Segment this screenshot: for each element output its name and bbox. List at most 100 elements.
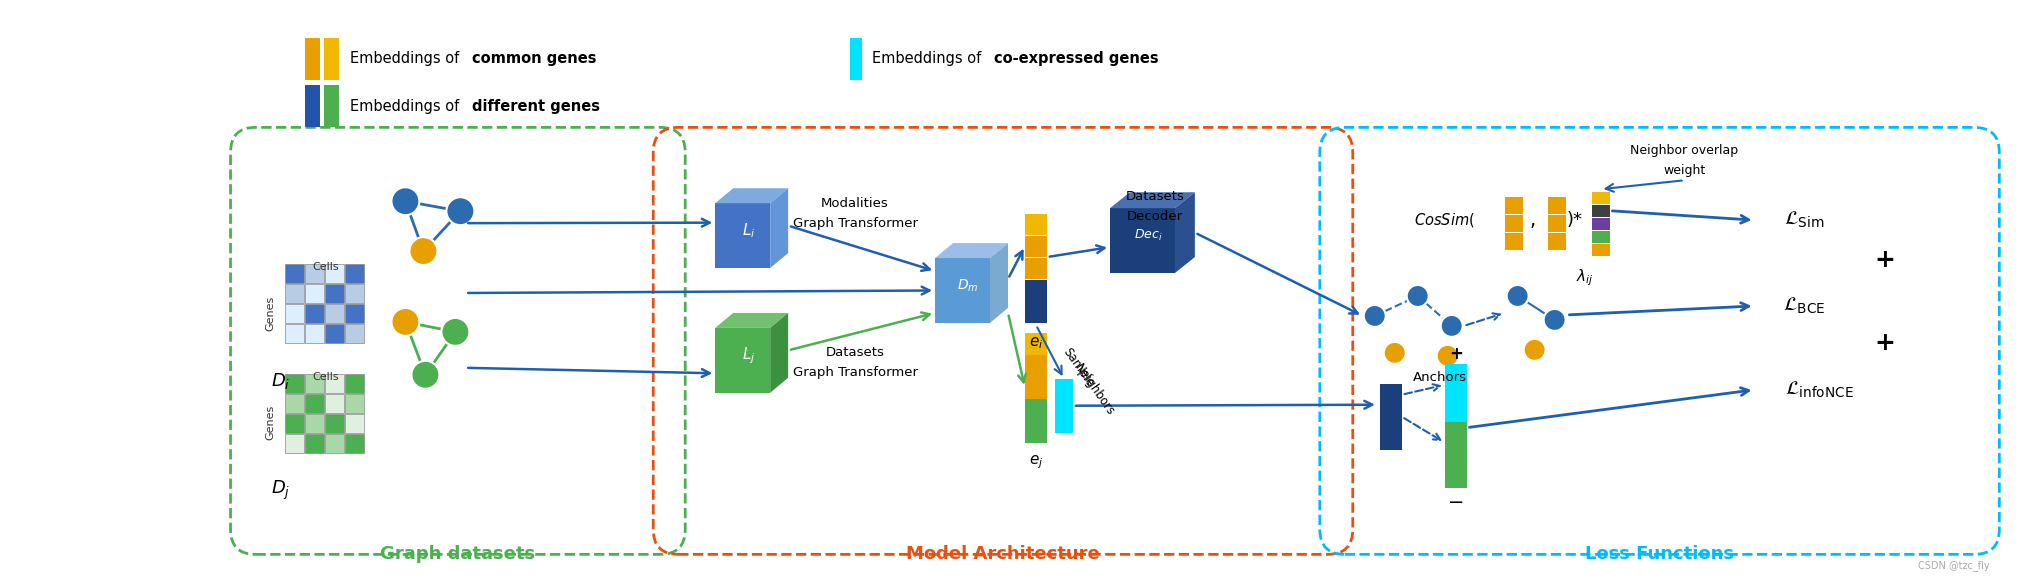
Text: $D_j$: $D_j$: [271, 479, 291, 502]
FancyBboxPatch shape: [285, 284, 305, 303]
FancyBboxPatch shape: [1444, 466, 1467, 487]
Text: $Dec_i$: $Dec_i$: [1133, 228, 1164, 243]
FancyBboxPatch shape: [1024, 236, 1046, 257]
FancyBboxPatch shape: [345, 264, 364, 283]
Circle shape: [1543, 309, 1566, 331]
FancyBboxPatch shape: [345, 434, 364, 453]
Polygon shape: [1176, 192, 1196, 273]
FancyBboxPatch shape: [325, 374, 345, 392]
Text: Modalities: Modalities: [822, 197, 889, 210]
FancyBboxPatch shape: [325, 324, 345, 343]
FancyBboxPatch shape: [1444, 408, 1467, 429]
FancyBboxPatch shape: [1054, 379, 1073, 397]
FancyBboxPatch shape: [1547, 232, 1566, 250]
Text: Graph Transformer: Graph Transformer: [792, 366, 917, 379]
FancyBboxPatch shape: [285, 434, 305, 453]
Circle shape: [392, 187, 420, 215]
FancyBboxPatch shape: [1592, 192, 1610, 204]
Text: $D_i$: $D_i$: [271, 370, 291, 391]
Text: )*: )*: [1568, 211, 1582, 229]
FancyBboxPatch shape: [325, 264, 345, 283]
Text: Embeddings of: Embeddings of: [349, 99, 465, 114]
Polygon shape: [715, 188, 788, 203]
FancyBboxPatch shape: [1444, 364, 1467, 386]
FancyBboxPatch shape: [305, 284, 325, 303]
Circle shape: [1523, 339, 1545, 361]
FancyBboxPatch shape: [325, 414, 345, 433]
FancyBboxPatch shape: [1054, 415, 1073, 433]
Polygon shape: [935, 243, 1008, 258]
Polygon shape: [1109, 208, 1176, 273]
FancyBboxPatch shape: [1380, 406, 1402, 428]
Polygon shape: [770, 313, 788, 392]
FancyBboxPatch shape: [345, 284, 364, 303]
Text: +: +: [1875, 331, 1895, 355]
Text: Cells: Cells: [313, 262, 339, 272]
Polygon shape: [935, 258, 990, 323]
Text: common genes: common genes: [473, 51, 596, 66]
Polygon shape: [770, 188, 788, 268]
FancyBboxPatch shape: [325, 304, 345, 323]
FancyBboxPatch shape: [1024, 355, 1046, 377]
Circle shape: [1364, 305, 1386, 327]
FancyBboxPatch shape: [305, 38, 321, 80]
FancyBboxPatch shape: [1380, 384, 1402, 406]
Text: Neighbor overlap: Neighbor overlap: [1630, 144, 1739, 157]
Text: Graph Transformer: Graph Transformer: [792, 217, 917, 229]
FancyBboxPatch shape: [1547, 197, 1566, 214]
Text: Model Architecture: Model Architecture: [907, 546, 1099, 564]
FancyBboxPatch shape: [325, 394, 345, 413]
FancyBboxPatch shape: [1024, 302, 1046, 323]
FancyBboxPatch shape: [345, 394, 364, 413]
FancyBboxPatch shape: [1592, 218, 1610, 230]
Polygon shape: [715, 313, 788, 328]
Text: Sample: Sample: [1060, 346, 1097, 390]
Polygon shape: [715, 203, 770, 268]
Text: $L_i$: $L_i$: [741, 221, 755, 240]
Text: Anchors: Anchors: [1412, 371, 1467, 384]
FancyBboxPatch shape: [345, 324, 364, 343]
Text: Neighbors: Neighbors: [1073, 361, 1117, 418]
Text: Cells: Cells: [313, 372, 339, 382]
FancyBboxPatch shape: [1444, 386, 1467, 407]
FancyBboxPatch shape: [1592, 205, 1610, 217]
Text: Datasets: Datasets: [826, 346, 885, 360]
Circle shape: [446, 197, 475, 225]
FancyBboxPatch shape: [285, 374, 305, 392]
Text: −: −: [1448, 493, 1464, 512]
FancyBboxPatch shape: [1444, 422, 1467, 444]
FancyBboxPatch shape: [1024, 399, 1046, 421]
FancyBboxPatch shape: [305, 434, 325, 453]
Text: +: +: [1448, 345, 1462, 363]
FancyBboxPatch shape: [305, 86, 321, 127]
Text: $e_j$: $e_j$: [1028, 454, 1042, 472]
Circle shape: [392, 308, 420, 336]
Text: Decoder: Decoder: [1127, 210, 1184, 223]
FancyBboxPatch shape: [325, 284, 345, 303]
FancyBboxPatch shape: [325, 434, 345, 453]
FancyBboxPatch shape: [1024, 280, 1046, 301]
Text: Genes: Genes: [265, 295, 275, 331]
Circle shape: [1406, 285, 1428, 307]
FancyBboxPatch shape: [345, 414, 364, 433]
FancyBboxPatch shape: [1592, 231, 1610, 243]
Text: $\mathcal{L}_{\mathrm{BCE}}$: $\mathcal{L}_{\mathrm{BCE}}$: [1784, 296, 1826, 316]
FancyBboxPatch shape: [345, 374, 364, 392]
Text: CSDN @tzc_fly: CSDN @tzc_fly: [1917, 560, 1990, 571]
Text: Loss Functions: Loss Functions: [1586, 546, 1733, 564]
Circle shape: [442, 318, 469, 346]
Circle shape: [1440, 315, 1462, 337]
FancyBboxPatch shape: [1024, 334, 1046, 355]
FancyBboxPatch shape: [345, 304, 364, 323]
FancyBboxPatch shape: [325, 38, 339, 80]
Text: Embeddings of: Embeddings of: [873, 51, 986, 66]
FancyBboxPatch shape: [285, 264, 305, 283]
FancyBboxPatch shape: [850, 38, 863, 80]
Text: $L_j$: $L_j$: [741, 345, 755, 366]
FancyBboxPatch shape: [1547, 214, 1566, 232]
FancyBboxPatch shape: [305, 324, 325, 343]
Text: co-expressed genes: co-expressed genes: [994, 51, 1159, 66]
FancyBboxPatch shape: [305, 264, 325, 283]
Circle shape: [1384, 342, 1406, 364]
FancyBboxPatch shape: [285, 414, 305, 433]
